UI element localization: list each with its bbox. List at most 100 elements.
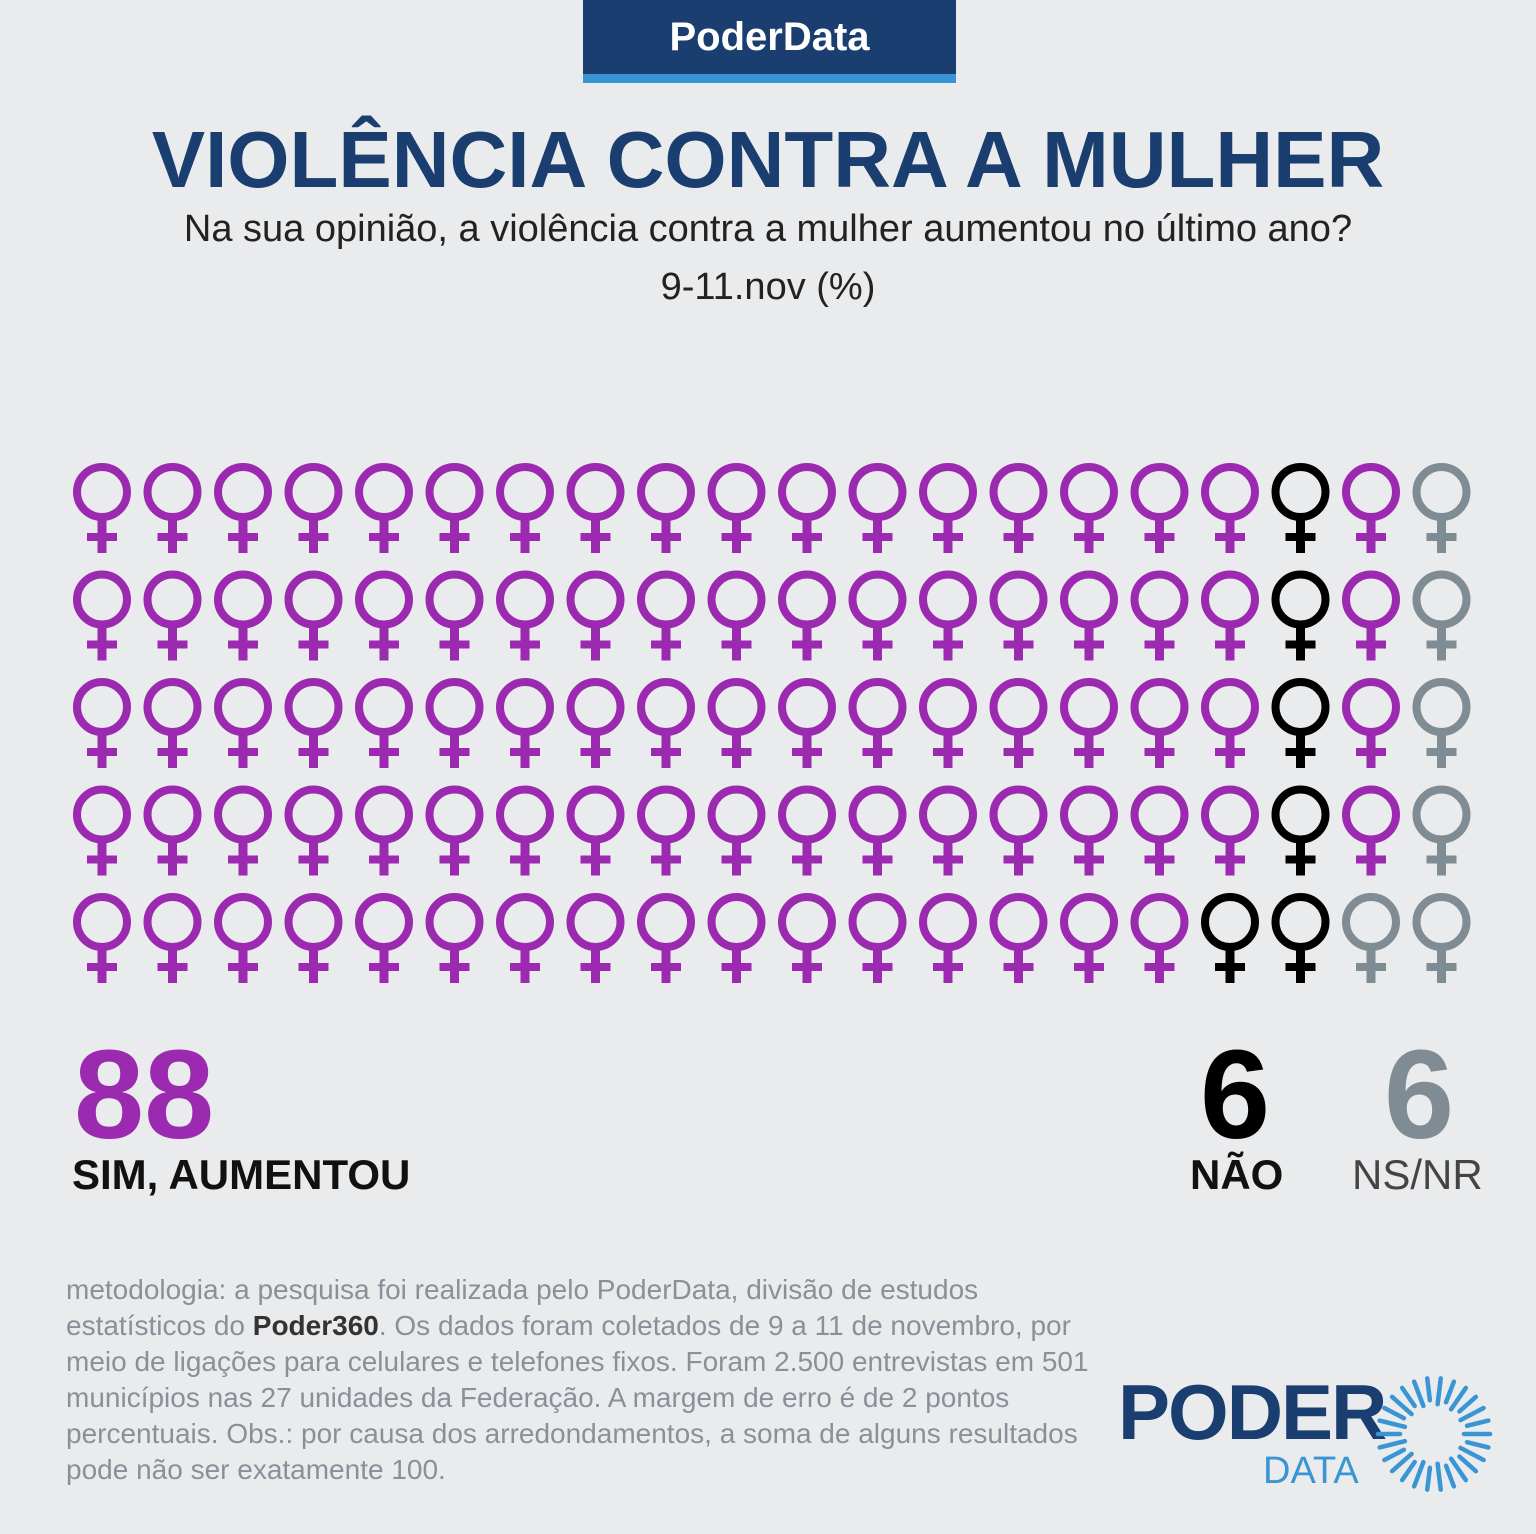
waffle-icon-sim-aumentou — [355, 570, 413, 661]
waffle-icon-ns-nr — [1412, 785, 1471, 876]
waffle-icon-sim-aumentou — [778, 893, 836, 983]
waffle-icon-sim-aumentou — [214, 678, 272, 768]
waffle-icon-n-o — [1271, 678, 1330, 768]
waffle-icon-sim-aumentou — [707, 570, 766, 661]
waffle-icon-sim-aumentou — [1060, 785, 1118, 876]
waffle-icon-sim-aumentou — [214, 570, 272, 661]
chart-date: 9-11.nov (%) — [660, 266, 876, 308]
waffle-icon-sim-aumentou — [425, 570, 484, 661]
waffle-icon-n-o — [1271, 893, 1330, 983]
waffle-icon-n-o — [1271, 570, 1330, 661]
logo-word-data: DATA — [1263, 1450, 1359, 1492]
waffle-icon-ns-nr — [1412, 678, 1471, 768]
waffle-icon-sim-aumentou — [707, 785, 766, 876]
waffle-icon-n-o — [1271, 785, 1330, 876]
waffle-icon-sim-aumentou — [989, 463, 1048, 553]
waffle-icon-sim-aumentou — [73, 678, 131, 768]
methodology-note: metodologia: a pesquisa foi realizada pe… — [66, 1272, 1096, 1488]
waffle-icon-n-o — [1201, 893, 1259, 983]
waffle-icon-sim-aumentou — [284, 678, 343, 768]
methodology-text-1: metodologia: a pesquisa foi realizada pe… — [66, 1274, 979, 1341]
waffle-icon-sim-aumentou — [284, 893, 343, 983]
waffle-icon-sim-aumentou — [284, 463, 343, 553]
waffle-icon-sim-aumentou — [848, 570, 907, 661]
waffle-icon-sim-aumentou — [778, 678, 836, 768]
waffle-icon-sim-aumentou — [143, 785, 202, 876]
waffle-icon-sim-aumentou — [919, 785, 977, 876]
waffle-icon-sim-aumentou — [425, 678, 484, 768]
waffle-icon-sim-aumentou — [1201, 570, 1259, 661]
waffle-chart — [73, 463, 1471, 983]
waffle-icon-sim-aumentou — [214, 893, 272, 983]
brand-name: PoderData — [669, 14, 870, 59]
waffle-icon-sim-aumentou — [1130, 893, 1189, 983]
waffle-icon-sim-aumentou — [989, 678, 1048, 768]
waffle-icon-sim-aumentou — [284, 785, 343, 876]
waffle-icon-sim-aumentou — [1342, 678, 1400, 768]
sim-label: SIM, AUMENTOU — [72, 1151, 411, 1198]
waffle-icon-sim-aumentou — [1201, 678, 1259, 768]
waffle-icon-sim-aumentou — [1130, 570, 1189, 661]
waffle-icon-sim-aumentou — [1060, 570, 1118, 661]
waffle-icon-sim-aumentou — [778, 463, 836, 553]
waffle-icon-sim-aumentou — [707, 678, 766, 768]
waffle-icon-sim-aumentou — [496, 463, 554, 553]
waffle-icon-sim-aumentou — [1201, 463, 1259, 553]
waffle-icon-sim-aumentou — [496, 570, 554, 661]
waffle-icon-sim-aumentou — [566, 785, 625, 876]
waffle-icon-sim-aumentou — [425, 785, 484, 876]
sunburst-icon — [1375, 1376, 1493, 1492]
waffle-icon-sim-aumentou — [848, 785, 907, 876]
waffle-icon-sim-aumentou — [143, 463, 202, 553]
waffle-icon-sim-aumentou — [919, 893, 977, 983]
waffle-icon-sim-aumentou — [73, 570, 131, 661]
waffle-icon-sim-aumentou — [1201, 785, 1259, 876]
waffle-icon-sim-aumentou — [1060, 463, 1118, 553]
waffle-icon-sim-aumentou — [566, 893, 625, 983]
waffle-icon-sim-aumentou — [355, 678, 413, 768]
nsnr-label: NS/NR — [1352, 1151, 1483, 1198]
waffle-icon-sim-aumentou — [73, 463, 131, 553]
waffle-icon-sim-aumentou — [566, 570, 625, 661]
waffle-icon-sim-aumentou — [1342, 570, 1400, 661]
waffle-icon-sim-aumentou — [566, 678, 625, 768]
waffle-icon-sim-aumentou — [848, 893, 907, 983]
waffle-icon-sim-aumentou — [1130, 785, 1189, 876]
waffle-icon-sim-aumentou — [1130, 678, 1189, 768]
nao-value: 6 — [1200, 1024, 1271, 1165]
waffle-icon-ns-nr — [1342, 893, 1400, 983]
waffle-icon-sim-aumentou — [214, 785, 272, 876]
waffle-icon-ns-nr — [1412, 893, 1471, 983]
waffle-icon-sim-aumentou — [1060, 893, 1118, 983]
waffle-icon-sim-aumentou — [989, 570, 1048, 661]
waffle-icon-sim-aumentou — [214, 463, 272, 553]
waffle-icon-sim-aumentou — [1342, 785, 1400, 876]
waffle-icon-sim-aumentou — [566, 463, 625, 553]
waffle-icon-sim-aumentou — [989, 785, 1048, 876]
waffle-icon-ns-nr — [1412, 570, 1471, 661]
waffle-icon-sim-aumentou — [1130, 463, 1189, 553]
waffle-icon-sim-aumentou — [355, 785, 413, 876]
waffle-icon-sim-aumentou — [778, 785, 836, 876]
waffle-icon-sim-aumentou — [637, 785, 695, 876]
methodology-text-2: . Os dados foram coletados de 9 a 11 de … — [66, 1310, 1089, 1485]
waffle-icon-sim-aumentou — [143, 678, 202, 768]
waffle-icon-sim-aumentou — [707, 463, 766, 553]
waffle-icon-sim-aumentou — [778, 570, 836, 661]
waffle-icon-sim-aumentou — [496, 785, 554, 876]
nsnr-value: 6 — [1384, 1024, 1455, 1165]
nao-label: NÃO — [1190, 1151, 1284, 1198]
logo-word-poder: PODER — [1118, 1368, 1387, 1456]
waffle-icon-sim-aumentou — [143, 893, 202, 983]
waffle-icon-sim-aumentou — [637, 463, 695, 553]
waffle-icon-sim-aumentou — [637, 678, 695, 768]
waffle-icon-sim-aumentou — [1342, 463, 1400, 553]
waffle-icon-sim-aumentou — [1060, 678, 1118, 768]
waffle-icon-sim-aumentou — [707, 893, 766, 983]
waffle-icon-sim-aumentou — [848, 678, 907, 768]
methodology-source: Poder360 — [252, 1310, 379, 1341]
waffle-icon-sim-aumentou — [425, 463, 484, 553]
brand-tab: PoderData — [583, 0, 956, 83]
waffle-icon-sim-aumentou — [355, 463, 413, 553]
waffle-icon-sim-aumentou — [637, 570, 695, 661]
